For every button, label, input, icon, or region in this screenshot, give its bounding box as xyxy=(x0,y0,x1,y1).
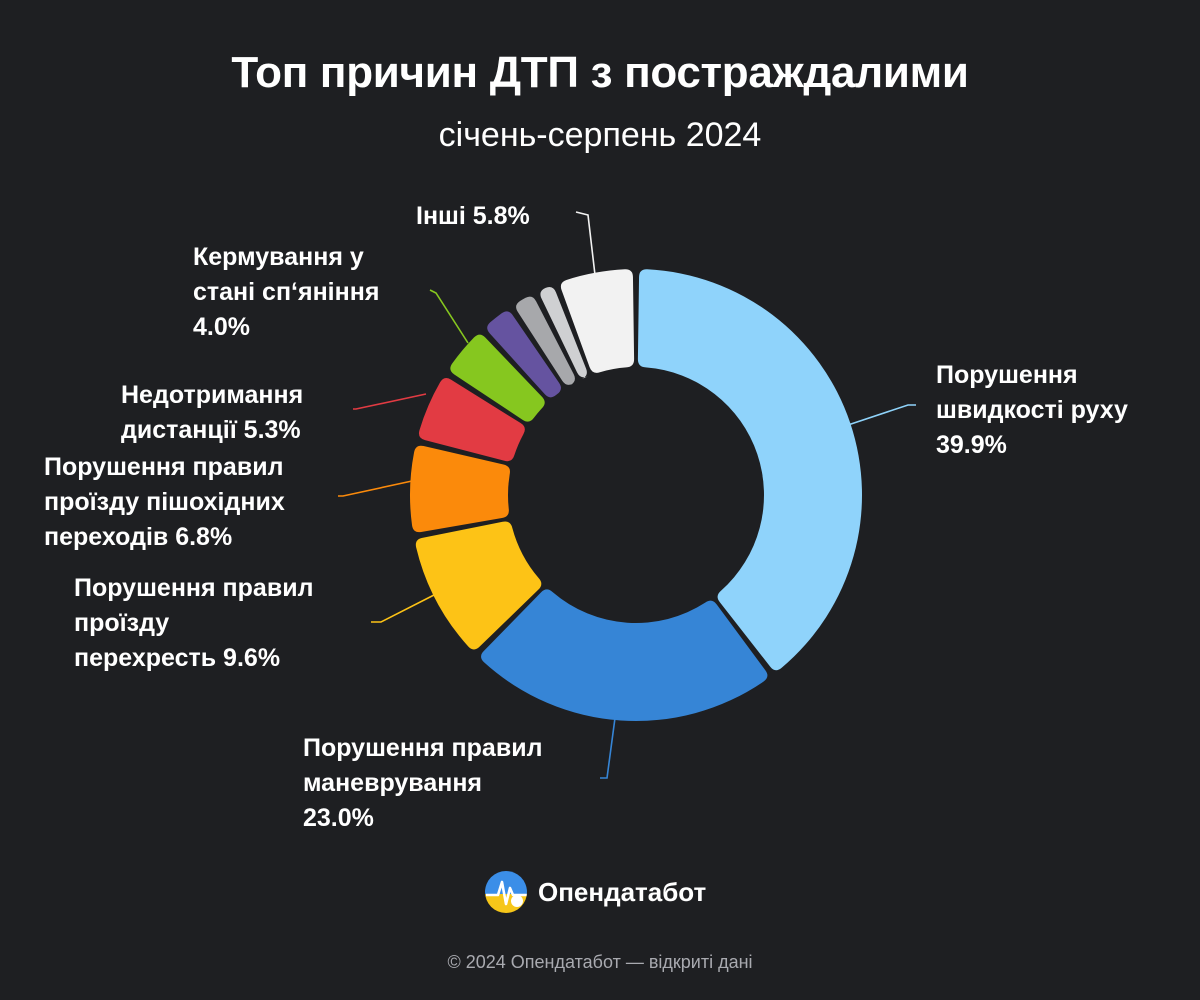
slice-недотримання-дистанції-5-3 xyxy=(418,378,525,462)
footer-copyright: © 2024 Опендатабот — відкриті дані xyxy=(447,952,753,972)
slice-unlabeled-6 xyxy=(487,311,561,398)
leader-line-порушення-правил-маневрування-23-0 xyxy=(600,717,616,779)
slice-кермування-у-стані-сп-яніння-4-0 xyxy=(450,334,545,422)
data-label-line: Недотримання xyxy=(121,381,304,409)
slice-unlabeled-7 xyxy=(516,296,575,386)
slice-порушення-правил-проїзду-пішохідних-переходів-6-8 xyxy=(410,445,510,533)
data-label-line: швидкості руху xyxy=(936,396,1128,424)
data-label-line: дистанції 5.3% xyxy=(121,416,301,444)
data-label-недотримання-дистанції-5-3: Недотримання дистанції 5.3% xyxy=(121,378,303,448)
slice-порушення-правил-проїзду-перехресть-9-6 xyxy=(415,521,542,650)
data-label-line: маневрування xyxy=(303,769,483,797)
leader-line-інші-5-8 xyxy=(575,211,596,276)
data-label-line: Порушення xyxy=(936,361,1078,389)
chart-subtitle: січень-серпень 2024 xyxy=(438,116,762,154)
data-label-line: проїзду xyxy=(74,609,170,637)
leader-line-порушення-швидкості-руху-39-9 xyxy=(847,404,916,426)
slice-порушення-швидкості-руху-39-9 xyxy=(637,269,862,671)
leader-line-кермування-у-стані-сп-яніння-4-0 xyxy=(429,289,469,344)
brand-logo: Опендатабот xyxy=(484,868,706,916)
data-label-інші-5-8: Інші 5.8% xyxy=(416,199,530,234)
data-label-line: Порушення правил xyxy=(74,574,314,602)
data-label-порушення-правил-проїзду-пішохідних-переходів-6-8: Порушення правил проїзду пішохідних перехо… xyxy=(44,450,285,555)
data-label-line: 4.0% xyxy=(193,313,250,341)
data-label-line: Порушення правил xyxy=(44,453,284,481)
slice-порушення-правил-маневрування-23-0 xyxy=(481,589,768,721)
data-label-порушення-правил-маневрування-23-0: Порушення правил маневрування 23.0% xyxy=(303,731,542,836)
slice-інші-5-8 xyxy=(560,269,635,373)
data-label-порушення-швидкості-руху-39-9: Порушення швидкості руху 39.9% xyxy=(936,358,1128,463)
chart-title: Топ причин ДТП з постраждалими xyxy=(231,48,969,97)
leader-line-порушення-правил-проїзду-пішохідних-переходів-6-8 xyxy=(338,480,413,497)
brand-name: Опендатабот xyxy=(538,876,707,907)
opendatabot-logo-icon xyxy=(485,871,527,913)
data-label-line: 23.0% xyxy=(303,804,374,832)
data-label-кермування-у-стані-сп-яніння-4-0: Кермування у стані сп‘яніння 4.0% xyxy=(193,240,379,345)
data-label-line: проїзду пішохідних xyxy=(44,488,285,516)
data-label-line: Інші 5.8% xyxy=(416,202,530,230)
data-label-line: стані сп‘яніння xyxy=(193,278,380,306)
data-label-line: Кермування у xyxy=(193,243,364,271)
data-label-порушення-правил-проїзду-перехресть-9-6: Порушення правил проїзду перехресть 9.6% xyxy=(74,571,313,676)
data-label-line: Порушення правил xyxy=(303,734,543,762)
data-label-line: 39.9% xyxy=(936,431,1007,459)
leader-line-недотримання-дистанції-5-3 xyxy=(353,393,427,410)
leader-line-порушення-правил-проїзду-перехресть-9-6 xyxy=(371,594,435,623)
slice-unlabeled-8 xyxy=(540,286,588,380)
data-label-line: переходів 6.8% xyxy=(44,523,233,551)
data-label-line: перехресть 9.6% xyxy=(74,644,281,672)
